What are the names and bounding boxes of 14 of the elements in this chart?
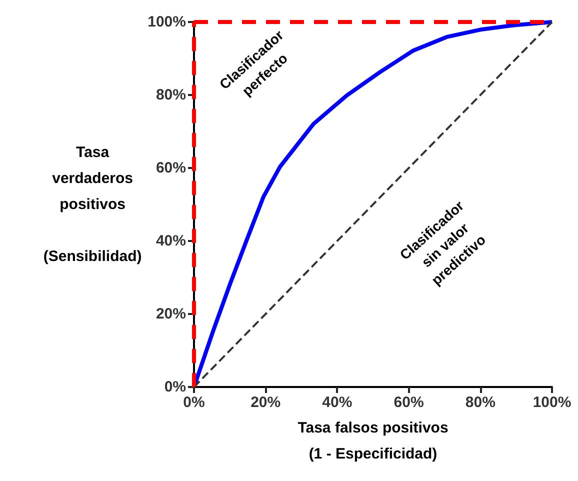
y-tick-label: 40% <box>156 232 186 250</box>
y-tick-label: 0% <box>164 378 186 396</box>
x-axis-title: Tasa falsos positivos (1 - Especificidad) <box>298 419 448 462</box>
x-tick-label: 40% <box>322 394 352 411</box>
x-tick-label: 80% <box>465 394 496 411</box>
x-tick-label: 100% <box>532 394 572 411</box>
text: Tasa verdaderos positivos (Sensibilidad) <box>43 144 142 265</box>
x-tick-label: 0% <box>183 394 205 411</box>
y-tick-label: 80% <box>156 86 186 104</box>
x-tick-label: 20% <box>250 394 281 411</box>
y-tick-label: 20% <box>156 306 186 322</box>
y-tick-label: 60% <box>156 160 186 176</box>
y-tick-label: 100% <box>148 14 186 30</box>
x-tick-label: 60% <box>394 394 424 411</box>
